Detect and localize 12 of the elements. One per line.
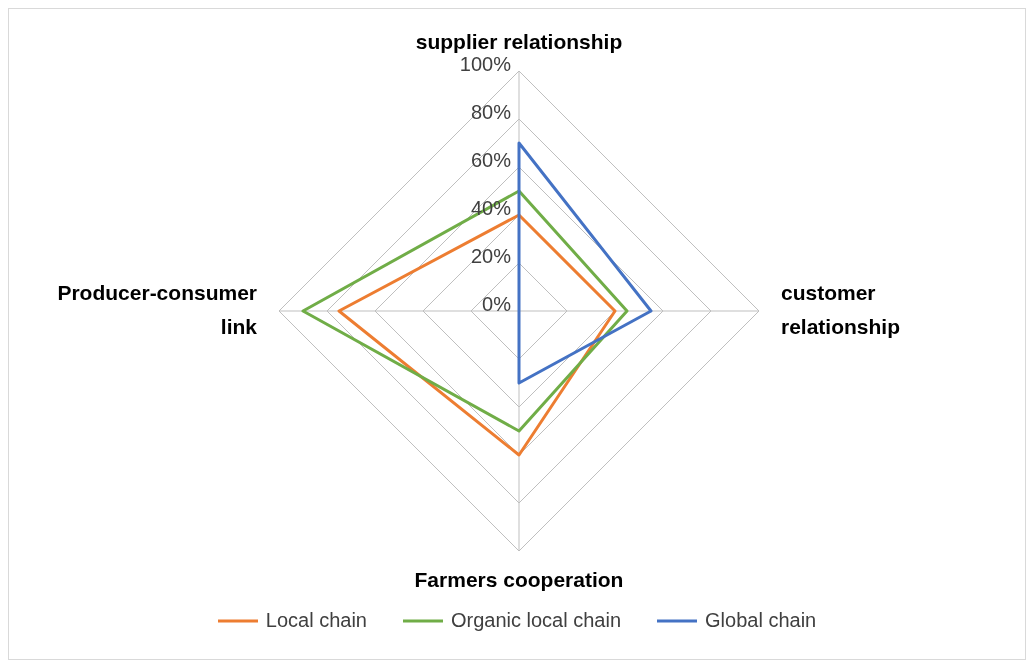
legend-label: Organic local chain: [449, 609, 622, 632]
y-tick-label: 20%: [470, 245, 512, 267]
legend-label: Global chain: [704, 609, 817, 632]
spoke-label: supplier relationship: [415, 30, 623, 53]
y-tick-label: 80%: [470, 101, 512, 123]
spoke-label: Farmers cooperation: [414, 568, 624, 591]
spoke-label: customer relationship: [781, 281, 901, 338]
y-tick-label: 60%: [470, 149, 512, 171]
y-tick-label: 0%: [482, 293, 512, 315]
y-tick-label: 100%: [459, 53, 512, 75]
legend-label: Local chain: [264, 609, 367, 632]
spoke-label: Producer-consumer link: [57, 281, 258, 338]
